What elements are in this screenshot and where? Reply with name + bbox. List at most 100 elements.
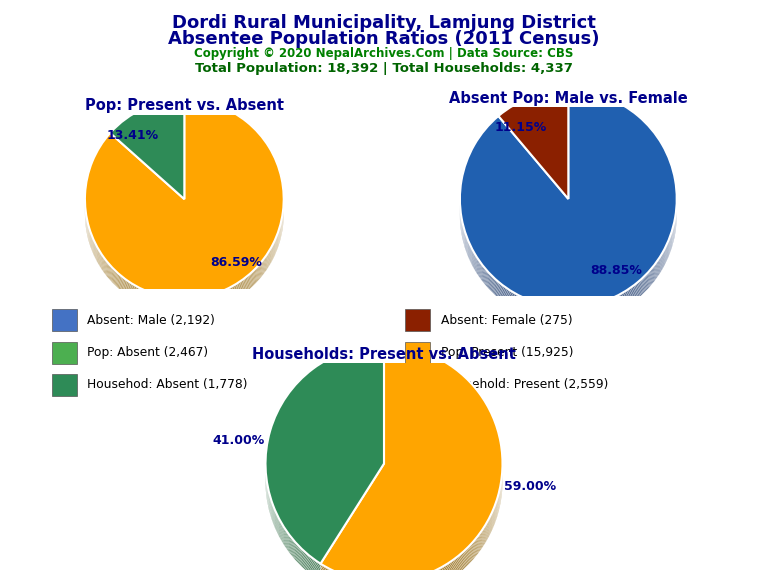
Wedge shape (85, 113, 283, 312)
Wedge shape (266, 355, 384, 574)
Wedge shape (85, 107, 283, 306)
Wedge shape (460, 93, 677, 310)
Wedge shape (85, 105, 283, 304)
Wedge shape (498, 92, 568, 200)
Wedge shape (320, 347, 502, 576)
Text: Househod: Absent (1,778): Househod: Absent (1,778) (88, 378, 248, 392)
Wedge shape (460, 107, 677, 324)
Text: Pop: Present (15,925): Pop: Present (15,925) (441, 346, 573, 359)
Wedge shape (460, 97, 677, 314)
Wedge shape (320, 360, 502, 576)
Wedge shape (498, 90, 568, 199)
Wedge shape (498, 96, 568, 204)
Text: Total Population: 18,392 | Total Households: 4,337: Total Population: 18,392 | Total Househo… (195, 62, 573, 75)
Wedge shape (85, 101, 283, 300)
Wedge shape (498, 100, 568, 209)
Wedge shape (320, 358, 502, 576)
Wedge shape (320, 350, 502, 576)
Text: Household: Present (2,559): Household: Present (2,559) (441, 378, 608, 392)
FancyBboxPatch shape (406, 342, 430, 364)
Wedge shape (266, 348, 384, 567)
FancyBboxPatch shape (406, 309, 430, 332)
Wedge shape (110, 102, 184, 202)
Title: Pop: Present vs. Absent: Pop: Present vs. Absent (84, 98, 284, 113)
Wedge shape (460, 90, 677, 308)
Wedge shape (266, 360, 384, 576)
Wedge shape (266, 354, 384, 573)
Text: Absent: Male (2,192): Absent: Male (2,192) (88, 314, 215, 327)
Wedge shape (110, 104, 184, 203)
Wedge shape (320, 354, 502, 576)
Wedge shape (498, 93, 568, 202)
Wedge shape (110, 108, 184, 208)
Text: 11.15%: 11.15% (495, 121, 547, 134)
Wedge shape (85, 104, 283, 302)
Wedge shape (460, 101, 677, 318)
Wedge shape (110, 109, 184, 209)
Text: Copyright © 2020 NepalArchives.Com | Data Source: CBS: Copyright © 2020 NepalArchives.Com | Dat… (194, 47, 574, 60)
Title: Absent Pop: Male vs. Female: Absent Pop: Male vs. Female (449, 90, 687, 105)
Wedge shape (266, 361, 384, 576)
Wedge shape (266, 350, 384, 568)
Wedge shape (85, 100, 283, 298)
Wedge shape (460, 96, 677, 313)
Wedge shape (460, 92, 677, 309)
Wedge shape (85, 106, 283, 305)
Text: 13.41%: 13.41% (106, 129, 158, 142)
FancyBboxPatch shape (52, 342, 77, 364)
Wedge shape (498, 98, 568, 207)
Wedge shape (110, 105, 184, 204)
Wedge shape (498, 97, 568, 206)
Wedge shape (266, 351, 384, 570)
FancyBboxPatch shape (52, 309, 77, 332)
Wedge shape (110, 107, 184, 207)
Wedge shape (320, 361, 502, 576)
Text: Pop: Absent (2,467): Pop: Absent (2,467) (88, 346, 208, 359)
Wedge shape (85, 115, 283, 313)
Wedge shape (460, 94, 677, 312)
Wedge shape (320, 351, 502, 576)
Wedge shape (320, 353, 502, 576)
Wedge shape (266, 347, 384, 565)
Wedge shape (320, 355, 502, 576)
Text: 59.00%: 59.00% (504, 480, 556, 494)
Wedge shape (110, 101, 184, 200)
Wedge shape (266, 363, 384, 576)
Title: Households: Present vs. Absent: Households: Present vs. Absent (252, 347, 516, 362)
Wedge shape (85, 102, 283, 301)
Wedge shape (460, 98, 677, 316)
Wedge shape (460, 105, 677, 322)
Wedge shape (85, 112, 283, 311)
Wedge shape (110, 115, 184, 214)
Text: Absent: Female (275): Absent: Female (275) (441, 314, 572, 327)
Wedge shape (85, 108, 283, 307)
Text: 41.00%: 41.00% (212, 434, 264, 447)
Wedge shape (266, 353, 384, 571)
Text: Dordi Rural Municipality, Lamjung District: Dordi Rural Municipality, Lamjung Distri… (172, 14, 596, 32)
Wedge shape (110, 113, 184, 213)
Wedge shape (266, 345, 384, 564)
Wedge shape (320, 345, 502, 576)
Wedge shape (498, 101, 568, 210)
Text: 88.85%: 88.85% (590, 264, 642, 277)
Wedge shape (460, 103, 677, 320)
Wedge shape (320, 348, 502, 576)
Wedge shape (498, 107, 568, 215)
Wedge shape (498, 105, 568, 214)
Wedge shape (460, 100, 677, 317)
Text: 86.59%: 86.59% (210, 256, 263, 270)
FancyBboxPatch shape (52, 374, 77, 396)
Wedge shape (110, 100, 184, 199)
Wedge shape (110, 111, 184, 210)
Wedge shape (498, 94, 568, 203)
Wedge shape (85, 109, 283, 308)
Wedge shape (85, 111, 283, 310)
FancyBboxPatch shape (406, 374, 430, 396)
Text: Absentee Population Ratios (2011 Census): Absentee Population Ratios (2011 Census) (168, 30, 600, 48)
Wedge shape (460, 104, 677, 321)
Wedge shape (266, 358, 384, 576)
Wedge shape (110, 106, 184, 205)
Wedge shape (110, 112, 184, 211)
Wedge shape (320, 357, 502, 576)
Wedge shape (320, 363, 502, 576)
